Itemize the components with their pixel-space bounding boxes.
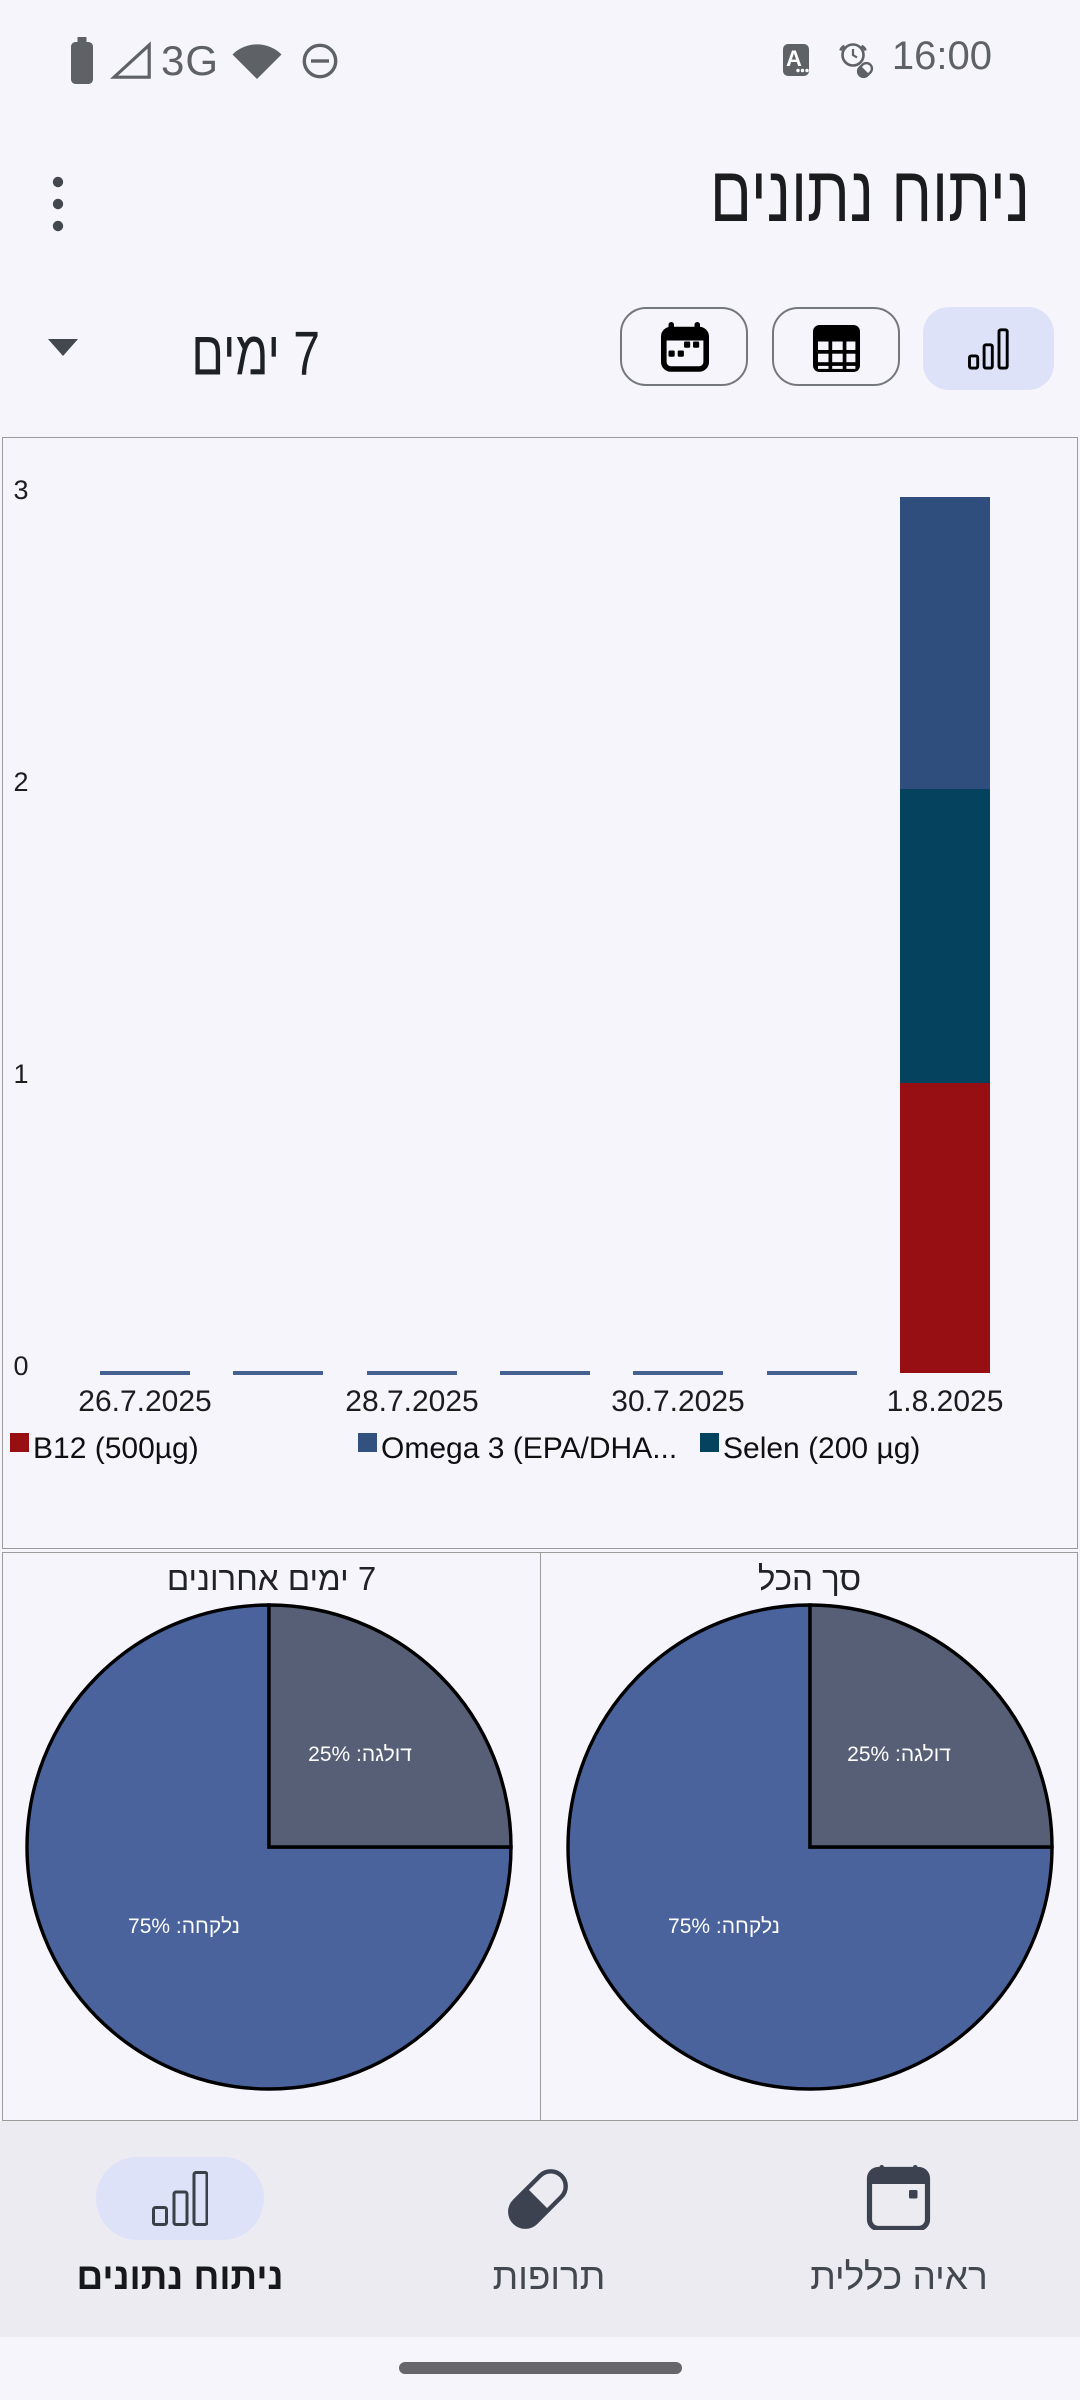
svg-text:נלקחה: 75%: נלקחה: 75% bbox=[128, 1915, 240, 1938]
svg-text:A: A bbox=[786, 46, 802, 71]
svg-text:דולגה: 25%: דולגה: 25% bbox=[847, 1743, 951, 1766]
svg-text:דולגה: 25%: דולגה: 25% bbox=[308, 1743, 412, 1766]
svg-text:נלקחה: 75%: נלקחה: 75% bbox=[668, 1915, 780, 1938]
